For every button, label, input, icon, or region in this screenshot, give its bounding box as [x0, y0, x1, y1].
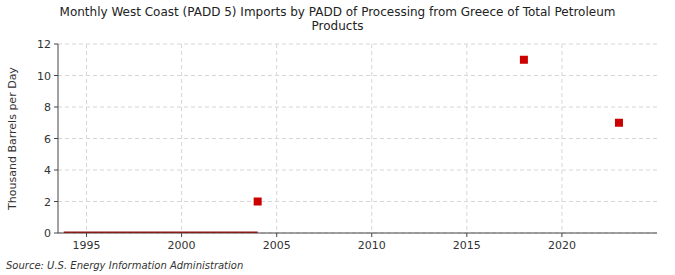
grid-line-x — [371, 44, 372, 233]
title: Monthly West Coast (PADD 5) Imports by P… — [60, 5, 616, 33]
x-tick-label: 2010 — [358, 239, 386, 252]
title-line: Products — [312, 19, 364, 33]
x-tick-label: 2000 — [168, 239, 196, 252]
grid-line-x — [561, 44, 562, 233]
grid-line-y — [58, 233, 657, 234]
plot-area — [64, 56, 623, 233]
y-tick — [54, 44, 58, 45]
x-tick-label: 1995 — [73, 239, 101, 252]
y-tick — [54, 138, 58, 139]
x-tick-label: 2020 — [548, 239, 576, 252]
y-tick-label: 8 — [44, 101, 51, 114]
grid — [58, 44, 657, 233]
y-tick — [54, 201, 58, 202]
y-tick-label: 12 — [37, 38, 51, 51]
grid-line-y — [58, 44, 657, 45]
grid-line-x — [86, 44, 87, 233]
y-tick — [54, 233, 58, 234]
grid-line-y — [58, 138, 657, 139]
y-tick — [54, 170, 58, 171]
point — [254, 198, 262, 206]
x-tick — [181, 233, 182, 237]
source-note: Source: U.S. Energy Information Administ… — [6, 260, 243, 271]
x-tick — [276, 233, 277, 237]
x-tick-label: 2015 — [453, 239, 481, 252]
title-line: Monthly West Coast (PADD 5) Imports by P… — [60, 5, 616, 19]
grid-line-x — [466, 44, 467, 233]
point — [520, 56, 528, 64]
grid-line-y — [58, 75, 657, 76]
x-tick — [86, 233, 87, 237]
y-tick — [54, 107, 58, 108]
y-tick-label: 6 — [44, 133, 51, 146]
grid-line-y — [58, 107, 657, 108]
y-axis-label: Thousand Barrels per Day — [6, 67, 19, 211]
line — [64, 232, 258, 234]
chart: Monthly West Coast (PADD 5) Imports by P… — [0, 0, 675, 275]
grid-line-y — [58, 201, 657, 202]
y-tick-label: 10 — [37, 70, 51, 83]
x-tick-label: 2005 — [263, 239, 291, 252]
grid-line-y — [58, 170, 657, 171]
x-tick — [371, 233, 372, 237]
grid-line-x — [276, 44, 277, 233]
axes: 1995 2000 2005 2010 2015 2020 0 2 4 6 8 10 12 — [37, 38, 657, 252]
y-tick-label: 2 — [44, 196, 51, 209]
x-tick — [466, 233, 467, 237]
x-tick — [561, 233, 562, 237]
x-axis-line — [58, 233, 657, 234]
point — [615, 119, 623, 127]
y-tick — [54, 75, 58, 76]
y-tick-label: 0 — [44, 227, 51, 240]
y-tick-label: 4 — [44, 164, 51, 177]
grid-line-x — [181, 44, 182, 233]
